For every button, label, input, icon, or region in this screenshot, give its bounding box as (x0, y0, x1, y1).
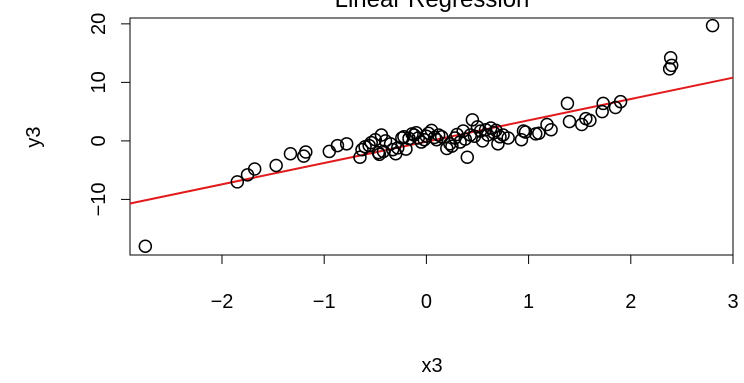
y-axis-title: y3 (23, 126, 45, 147)
x-axis: −2 −1 0 1 2 3 (211, 255, 739, 313)
x-tick-label: 0 (421, 291, 432, 313)
x-axis-title: x3 (421, 355, 442, 377)
data-point (473, 124, 488, 138)
y-axis: −10 0 10 20 (88, 13, 130, 216)
data-point (138, 239, 153, 253)
y-tick-label: 0 (88, 135, 110, 146)
data-point (518, 125, 533, 139)
data-point (247, 162, 262, 176)
data-point (562, 114, 577, 129)
data-point (364, 135, 378, 150)
data-point (269, 158, 283, 173)
data-point (339, 137, 354, 151)
data-point (230, 175, 245, 189)
data-point (283, 147, 298, 161)
x-tick-label: 2 (625, 291, 636, 313)
data-point (434, 130, 449, 144)
data-point (355, 142, 369, 157)
data-point (514, 132, 529, 147)
x-tick-label: 3 (727, 291, 738, 313)
data-point (560, 96, 575, 111)
data-point (465, 113, 480, 127)
data-point (330, 138, 345, 153)
data-point (516, 124, 531, 138)
data-point (322, 144, 337, 159)
x-tick-label: 1 (523, 291, 534, 313)
data-point (445, 139, 459, 153)
data-point (583, 113, 597, 128)
plot-frame (129, 17, 734, 256)
y-tick-label: −10 (88, 182, 110, 216)
data-point (544, 123, 558, 137)
data-point (501, 131, 515, 145)
x-tick-label: −1 (313, 291, 336, 313)
data-point (431, 128, 446, 142)
data-point (595, 104, 609, 119)
chart-title: Linear Regression (335, 0, 530, 13)
data-point (353, 150, 367, 165)
data-point (493, 130, 507, 144)
data-point (456, 124, 470, 138)
x-tick-label: −2 (211, 291, 234, 313)
data-point (372, 147, 387, 162)
y-tick-label: 20 (88, 13, 110, 35)
data-point (532, 126, 546, 141)
data-point (470, 120, 485, 134)
data-point (460, 150, 475, 165)
data-point (705, 18, 720, 33)
data-point (613, 94, 628, 109)
data-point (663, 51, 678, 65)
data-points (138, 18, 720, 253)
data-point (299, 145, 313, 159)
data-point (596, 96, 610, 111)
data-point (664, 58, 679, 73)
y-tick-label: 10 (88, 71, 110, 93)
